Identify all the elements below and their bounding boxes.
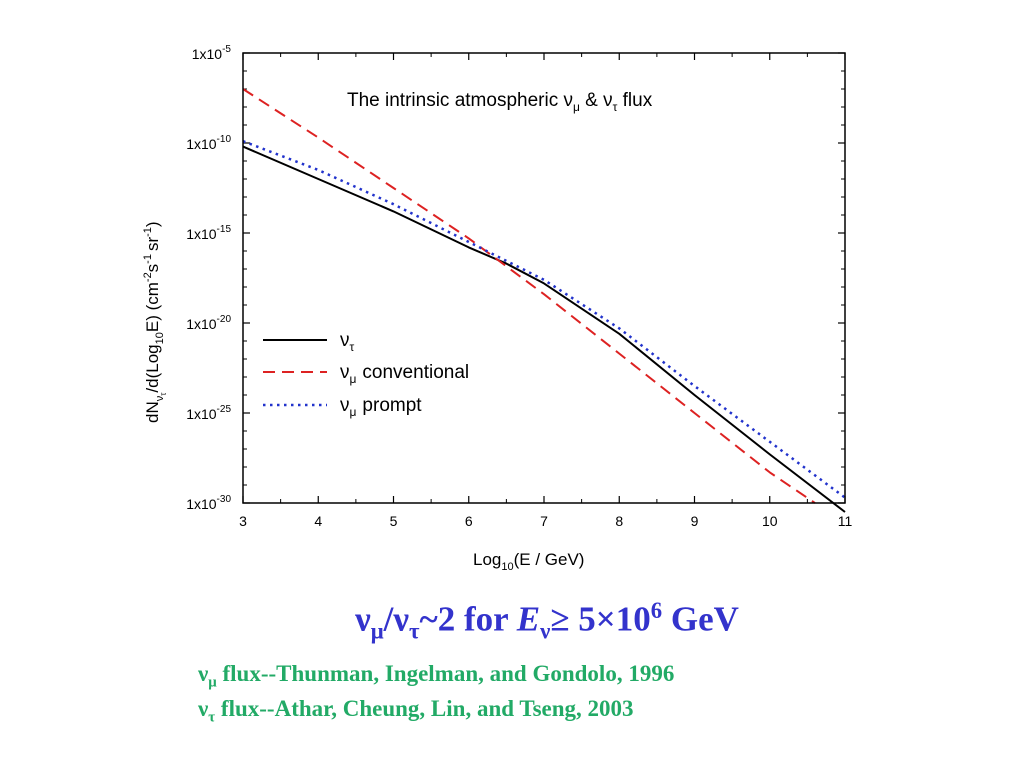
x-tick-label: 11: [838, 513, 853, 529]
legend-label-nu-tau: ντ: [340, 330, 355, 354]
tick-layer: 3 4 5 6 7 8 9 10 11 1x10-30 1x10-25 1x10-20 1x10-15 1…: [186, 44, 852, 529]
series-line-1: [242, 88, 816, 504]
y-axis-label: dNντ/d(Log10E) (cm-2s-1sr-1): [142, 221, 168, 423]
x-tick-label: 10: [762, 513, 778, 529]
x-tick-label: 6: [465, 513, 473, 529]
legend-label-nu-mu-prompt: νμ prompt: [340, 395, 422, 419]
y-tick-label: 1x10-15: [186, 224, 231, 242]
legend: ντ νμ conventional νμ prompt: [263, 330, 469, 419]
x-tick-label: 7: [540, 513, 548, 529]
x-tick-label: 4: [314, 513, 322, 529]
x-tick-label: 5: [390, 513, 398, 529]
x-tick-label: 3: [239, 513, 247, 529]
chart-title: The intrinsic atmospheric νμ & ντ flux: [347, 90, 653, 114]
y-tick-label: 1x10-30: [186, 494, 231, 512]
y-tick-label: 1x10-10: [186, 134, 231, 152]
series-line-0: [242, 145, 846, 513]
citation-nu-tau: ντ flux--Athar, Cheung, Lin, and Tseng, …: [198, 696, 634, 726]
series-layer: [242, 88, 846, 513]
series-line-2: [242, 140, 846, 499]
plot-frame: [242, 52, 846, 504]
flux-chart: 3 4 5 6 7 8 9 10 11 1x10-30 1x10-25 1x10-20 1x10-15 1…: [142, 44, 852, 573]
x-tick-label: 8: [615, 513, 623, 529]
x-axis-label: Log10(E / GeV): [473, 550, 584, 573]
x-tick-label: 9: [691, 513, 699, 529]
ratio-headline: νμ/ντ~2 for Eν≥ 5×106 GeV: [355, 598, 739, 644]
citation-nu-mu: νμ flux--Thunman, Ingelman, and Gondolo,…: [198, 661, 675, 691]
legend-label-nu-mu-conventional: νμ conventional: [340, 362, 469, 386]
y-tick-label: 1x10-5: [192, 44, 232, 62]
y-tick-label: 1x10-20: [186, 314, 231, 332]
y-tick-label: 1x10-25: [186, 404, 231, 422]
